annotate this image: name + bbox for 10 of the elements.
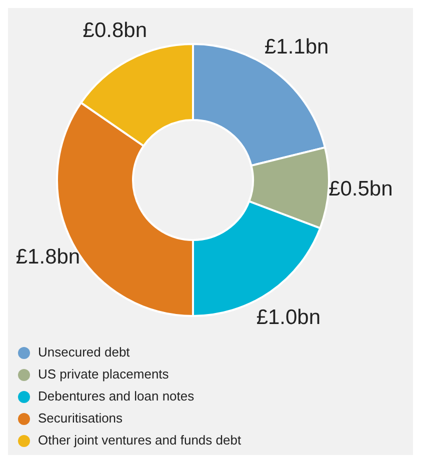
data-label: £1.1bn xyxy=(264,35,329,58)
legend-label: Unsecured debt xyxy=(38,344,130,360)
data-label: £1.0bn xyxy=(256,306,321,329)
data-label: £0.8bn xyxy=(82,18,148,42)
data-label: £1.8bn xyxy=(16,246,80,269)
legend-label: Securitisations xyxy=(38,410,124,426)
legend-label: Debentures and loan notes xyxy=(38,388,195,404)
legend-label: Other joint ventures and funds debt xyxy=(38,432,242,448)
data-label: £0.5bn xyxy=(328,178,393,201)
legend-label: US private placements xyxy=(38,366,170,382)
